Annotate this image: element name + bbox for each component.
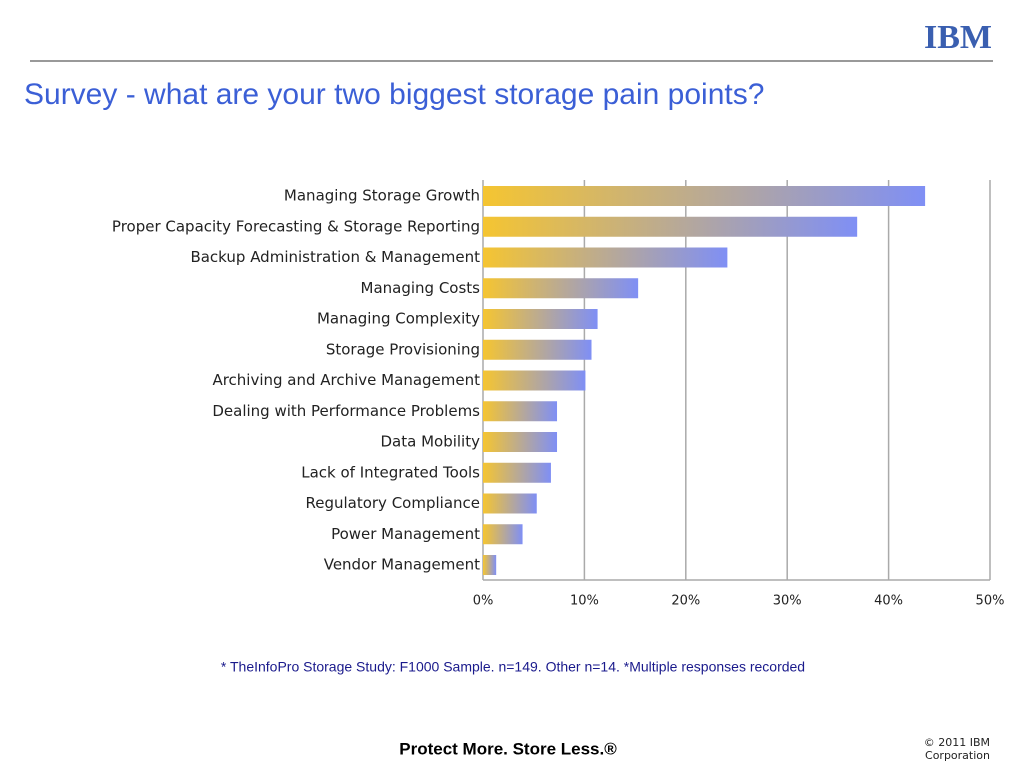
- bar: [483, 309, 598, 329]
- bar: [483, 555, 497, 575]
- copyright: Corporation: [925, 749, 990, 762]
- y-tick-label: Vendor Management: [324, 556, 480, 574]
- y-tick-label: Power Management: [331, 525, 480, 543]
- bar: [483, 493, 537, 514]
- y-tick-label: Data Mobility: [381, 433, 481, 451]
- y-tick-label: Proper Capacity Forecasting & Storage Re…: [112, 217, 480, 235]
- x-tick-label: 10%: [570, 594, 599, 609]
- bar: [483, 432, 558, 452]
- bar: [483, 370, 586, 391]
- y-tick-label: Storage Provisioning: [326, 340, 480, 358]
- y-tick-label: Managing Costs: [361, 279, 481, 297]
- bar: [483, 462, 551, 483]
- x-tick-label: 20%: [671, 594, 700, 609]
- x-tick-label: 30%: [773, 594, 802, 609]
- bar: [483, 247, 728, 268]
- y-tick-label: Regulatory Compliance: [305, 494, 480, 512]
- y-tick-label: Managing Storage Growth: [284, 187, 480, 205]
- x-tick-label: 0%: [473, 594, 494, 609]
- bar: [483, 339, 592, 360]
- slide-title: Survey - what are your two biggest stora…: [24, 78, 764, 111]
- y-tick-label: Managing Complexity: [317, 310, 480, 328]
- y-tick-label: Archiving and Archive Management: [212, 371, 480, 389]
- bar: [483, 186, 926, 206]
- bar: [483, 524, 523, 545]
- tagline: Protect More. Store Less.®: [399, 739, 617, 758]
- bar: [483, 216, 858, 237]
- logo: IBM: [924, 19, 992, 56]
- x-tick-label: 40%: [874, 594, 903, 609]
- bar: [483, 278, 639, 299]
- copyright: © 2011 IBM: [924, 736, 990, 749]
- footnote: * TheInfoPro Storage Study: F1000 Sample…: [221, 659, 805, 675]
- y-tick-label: Lack of Integrated Tools: [301, 463, 480, 481]
- x-tick-label: 50%: [976, 594, 1005, 609]
- y-tick-label: Dealing with Performance Problems: [212, 402, 480, 420]
- bar: [483, 401, 558, 422]
- y-tick-label: Backup Administration & Management: [190, 248, 480, 266]
